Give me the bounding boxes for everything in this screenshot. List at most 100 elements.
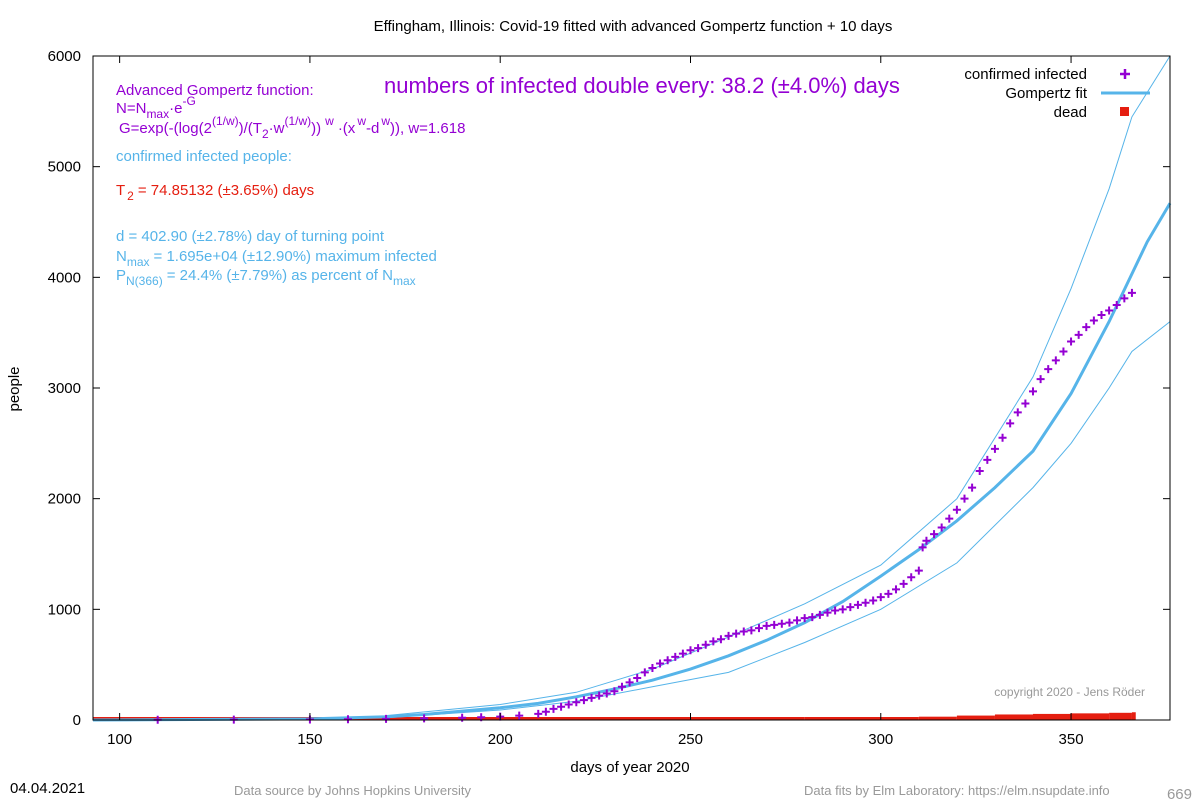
confirmed-point (960, 494, 969, 503)
dead-bar (956, 715, 995, 720)
confirmed-point (1067, 337, 1076, 346)
x-tick-label: 300 (868, 731, 893, 748)
confirmed-point (739, 627, 748, 636)
confirmed-point (541, 707, 550, 716)
gompertz-fit-line (92, 202, 1172, 722)
confirmed-point (343, 715, 352, 724)
confirmed-point (869, 596, 878, 605)
confirmed-point (587, 693, 596, 702)
dead-bar (804, 717, 881, 720)
x-tick-label: 250 (678, 731, 703, 748)
confirmed-point (549, 704, 558, 713)
confirmed-point (930, 530, 939, 539)
confirmed-point (557, 702, 566, 711)
confirmed-point (701, 640, 710, 649)
confirmed-point (656, 659, 665, 668)
legend-marker-dead (1120, 107, 1129, 116)
confirmed-point (770, 620, 779, 629)
confirmed-point (907, 573, 916, 582)
confirmed-point (914, 566, 923, 575)
legend-label-confirmed: confirmed infected (964, 66, 1087, 83)
confirmed-point (579, 696, 588, 705)
confirmed-point (663, 656, 672, 665)
fit-upper-line (385, 55, 1171, 717)
x-tick-label: 100 (107, 731, 132, 748)
confirmed-point (823, 608, 832, 617)
confirmed-point (1127, 288, 1136, 297)
confirmed-point (846, 603, 855, 612)
confirmed-point (937, 523, 946, 532)
x-axis-label: days of year 2020 (570, 759, 689, 776)
confirmed-point (1029, 387, 1037, 396)
confirmed-point (595, 691, 604, 700)
confirmed-point (975, 467, 984, 475)
fit-info-annotation: d = 402.90 (±2.78%) day of turning point… (116, 228, 437, 288)
y-tick-label: 5000 (48, 159, 81, 176)
y-tick-label: 1000 (48, 601, 81, 618)
confirmed-point (724, 631, 733, 640)
confirmed-point (633, 673, 642, 682)
y-tick-label: 6000 (48, 48, 81, 65)
confirmed-point (990, 444, 999, 453)
footer-fits: Data fits by Elm Laboratory: https://elm… (804, 783, 1110, 798)
confirmed-point (968, 483, 977, 492)
confirmed-point (1044, 365, 1053, 374)
confirmed-point (808, 613, 817, 622)
nmax-text: Nmax = 1.695e+04 (±12.90%) maximum infect… (116, 248, 437, 269)
footer-date: 04.04.2021 (10, 780, 85, 797)
t2-annotation: T 2 = 74.85132 (±3.65%) days (116, 182, 314, 203)
dead-bar (500, 717, 691, 720)
y-tick-label: 2000 (48, 491, 81, 508)
confirmed-point (945, 514, 954, 523)
formula-annotation: Advanced Gompertz function: N=Nmax·e-G G… (116, 82, 465, 141)
fit-lower-line (385, 321, 1171, 719)
y-tick-label: 4000 (48, 269, 81, 286)
formula-title: Advanced Gompertz function: (116, 82, 314, 99)
dead-bar (1032, 713, 1072, 720)
confirmed-point (793, 616, 802, 625)
x-tick-label: 200 (488, 731, 513, 748)
confirmed-point (686, 646, 695, 655)
confirmed-point (420, 714, 429, 723)
confirmed-point (998, 433, 1007, 442)
dead-bar (880, 717, 919, 720)
percent-text: PN(366) = 24.4% (±7.79%) as percent of Nm… (116, 267, 416, 288)
footer-source: Data source by Johns Hopkins University (234, 783, 471, 798)
confirmed-point (831, 606, 840, 615)
y-tick-label: 3000 (48, 380, 81, 397)
confirmed-point (1105, 306, 1114, 315)
confirmed-point (610, 687, 619, 696)
confirmed-point (617, 682, 626, 691)
confirmed-point (1082, 323, 1091, 332)
legend-label-dead: dead (1054, 104, 1087, 121)
confirmed-point (1021, 399, 1030, 408)
confirmed-point (572, 698, 581, 707)
confirmed-point (1006, 419, 1015, 428)
confirmed-point (625, 678, 634, 687)
confirmed-point (1013, 408, 1022, 417)
confirmed-point (838, 605, 847, 614)
confirmed-point (515, 711, 524, 720)
confirmed-point (602, 689, 611, 698)
formula-n: N=Nmax·e-G (116, 94, 196, 121)
dead-bar (918, 716, 957, 720)
confirmed-point (458, 713, 467, 722)
y-axis-label: people (6, 366, 23, 411)
doubling-annotation: numbers of infected double every: 38.2 (… (384, 73, 900, 98)
confirmed-point (640, 668, 649, 677)
dead-bar (1131, 712, 1136, 720)
chart-title: Effingham, Illinois: Covid-19 fitted wit… (374, 18, 893, 35)
legend: confirmed infected Gompertz fit dead (964, 66, 1150, 121)
confirmed-point (785, 618, 794, 627)
confirmed-point (918, 543, 927, 552)
confirmed-point (800, 614, 809, 623)
confirmed-point (884, 589, 893, 598)
legend-label-fit: Gompertz fit (1005, 85, 1088, 102)
confirmed-point (1036, 375, 1045, 384)
confirmed-point (1051, 356, 1060, 365)
legend-marker-confirmed (1120, 69, 1130, 79)
dead-bar (1109, 712, 1132, 720)
x-tick-label: 150 (297, 731, 322, 748)
confirmed-point (648, 663, 657, 672)
